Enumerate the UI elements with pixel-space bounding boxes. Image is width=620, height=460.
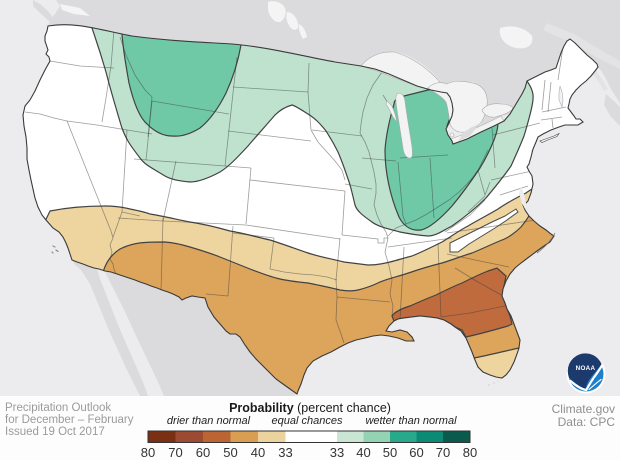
svg-text:NOAA: NOAA bbox=[576, 365, 596, 372]
